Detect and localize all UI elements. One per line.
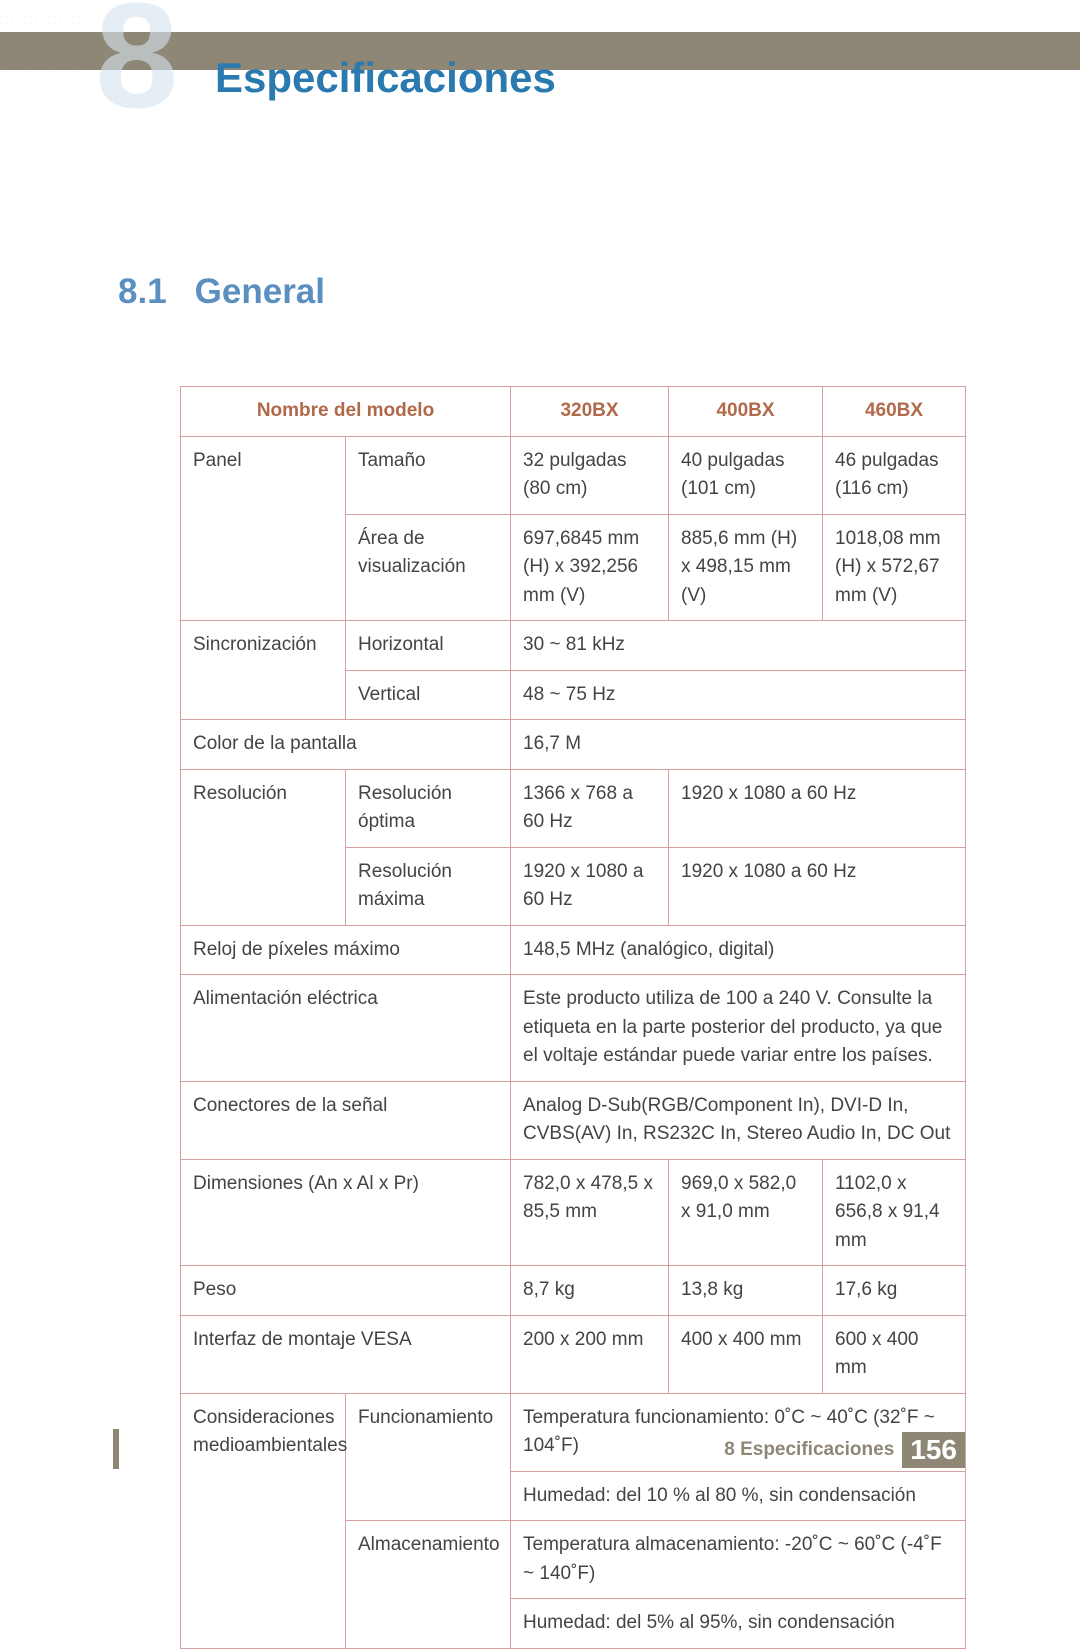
cell-res-optima-320: 1366 x 768 a 60 Hz [511,769,669,847]
cell-weight-label: Peso [181,1266,511,1316]
footer-page-number: 156 [902,1432,965,1468]
table-row: Color de la pantalla 16,7 M [181,720,966,770]
cell-panel-label: Panel [181,436,346,621]
cell-power-label: Alimentación eléctrica [181,975,511,1082]
cell-res-optima-rest: 1920 x 1080 a 60 Hz [669,769,966,847]
table-row: Interfaz de montaje VESA 200 x 200 mm 40… [181,1315,966,1393]
cell-vesa-label: Interfaz de montaje VESA [181,1315,511,1393]
cell-res-max-320: 1920 x 1080 a 60 Hz [511,847,669,925]
cell-panel-size-460: 46 pulgadas (116 cm) [823,436,966,514]
table-row: Conectores de la señal Analog D-Sub(RGB/… [181,1081,966,1159]
cell-env-st-hum: Humedad: del 5% al 95%, sin condensación [511,1599,966,1649]
cell-weight-400: 13,8 kg [669,1266,823,1316]
header-model-400bx: 400BX [669,387,823,437]
section-title: General [195,272,325,311]
cell-env-op-hum: Humedad: del 10 % al 80 %, sin condensac… [511,1471,966,1521]
cell-env-label: Consideraciones medioambientales [181,1393,346,1648]
table-row: Alimentación eléctrica Este producto uti… [181,975,966,1082]
cell-env-st-label: Almacenamiento [346,1521,511,1649]
cell-weight-320: 8,7 kg [511,1266,669,1316]
footer-chapter-label: 8 Especificaciones [724,1439,894,1461]
footer-left-accent [113,1429,119,1469]
table-row: Reloj de píxeles máximo 148,5 MHz (analó… [181,925,966,975]
header-model-name: Nombre del modelo [181,387,511,437]
cell-color-val: 16,7 M [511,720,966,770]
cell-panel-area-320: 697,6845 mm (H) x 392,256 mm (V) [511,514,669,621]
section-number: 8.1 [118,272,167,311]
header-model-320bx: 320BX [511,387,669,437]
cell-weight-460: 17,6 kg [823,1266,966,1316]
cell-sync-v: 48 ~ 75 Hz [511,670,966,720]
cell-dims-320: 782,0 x 478,5 x 85,5 mm [511,1159,669,1266]
cell-res-label: Resolución [181,769,346,925]
cell-vesa-400: 400 x 400 mm [669,1315,823,1393]
table-row: Resolución Resolución óptima 1366 x 768 … [181,769,966,847]
cell-res-max-label: Resolución máxima [346,847,511,925]
header-model-460bx: 460BX [823,387,966,437]
cell-signal-label: Conectores de la señal [181,1081,511,1159]
cell-res-optima-label: Resolución óptima [346,769,511,847]
table-row: Dimensiones (An x Al x Pr) 782,0 x 478,5… [181,1159,966,1266]
table-header-row: Nombre del modelo 320BX 400BX 460BX [181,387,966,437]
cell-dims-label: Dimensiones (An x Al x Pr) [181,1159,511,1266]
cell-power-val: Este producto utiliza de 100 a 240 V. Co… [511,975,966,1082]
cell-res-max-rest: 1920 x 1080 a 60 Hz [669,847,966,925]
chapter-title: Especificaciones [215,54,556,102]
cell-sync-label: Sincronización [181,621,346,720]
chapter-number-ghost: 8 [95,0,178,130]
table-row: Peso 8,7 kg 13,8 kg 17,6 kg [181,1266,966,1316]
table-row: Sincronización Horizontal 30 ~ 81 kHz [181,621,966,671]
cell-panel-area-460: 1018,08 mm (H) x 572,67 mm (V) [823,514,966,621]
cell-dims-400: 969,0 x 582,0 x 91,0 mm [669,1159,823,1266]
cell-env-op-label: Funcionamiento [346,1393,511,1521]
section-heading: 8.1 General [118,272,325,312]
footer-page-block: 8 Especificaciones 156 [724,1431,965,1469]
cell-panel-area-400: 885,6 mm (H) x 498,15 mm (V) [669,514,823,621]
cell-vesa-320: 200 x 200 mm [511,1315,669,1393]
cell-panel-area-label: Área de visualización [346,514,511,621]
cell-panel-size-label: Tamaño [346,436,511,514]
cell-signal-val: Analog D-Sub(RGB/Component In), DVI-D In… [511,1081,966,1159]
cell-vesa-460: 600 x 400 mm [823,1315,966,1393]
cell-env-st-temp: Temperatura almacenamiento: -20˚C ~ 60˚C… [511,1521,966,1599]
cell-color-label: Color de la pantalla [181,720,511,770]
cell-sync-h-label: Horizontal [346,621,511,671]
cell-sync-h: 30 ~ 81 kHz [511,621,966,671]
cell-dims-460: 1102,0 x 656,8 x 91,4 mm [823,1159,966,1266]
cell-panel-size-400: 40 pulgadas (101 cm) [669,436,823,514]
cell-pixel-clock-label: Reloj de píxeles máximo [181,925,511,975]
cell-panel-size-320: 32 pulgadas (80 cm) [511,436,669,514]
cell-sync-v-label: Vertical [346,670,511,720]
table-row: Panel Tamaño 32 pulgadas (80 cm) 40 pulg… [181,436,966,514]
cell-pixel-clock-val: 148,5 MHz (analógico, digital) [511,925,966,975]
